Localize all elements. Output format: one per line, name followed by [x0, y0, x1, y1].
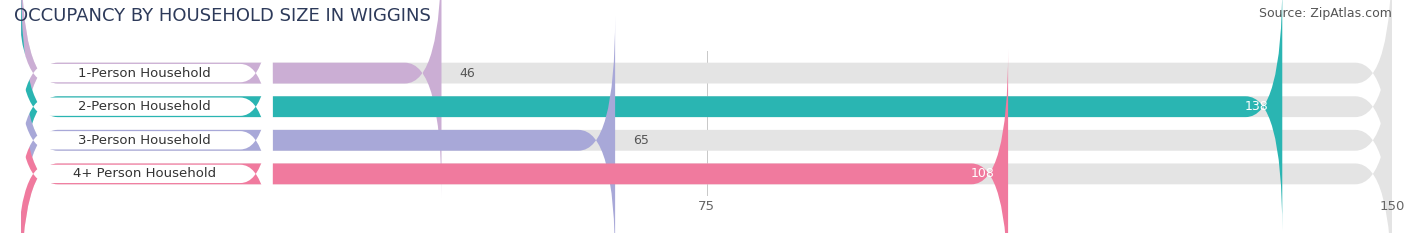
- FancyBboxPatch shape: [21, 0, 1392, 197]
- FancyBboxPatch shape: [21, 50, 1392, 233]
- FancyBboxPatch shape: [21, 16, 616, 233]
- FancyBboxPatch shape: [21, 0, 1282, 231]
- Text: OCCUPANCY BY HOUSEHOLD SIZE IN WIGGINS: OCCUPANCY BY HOUSEHOLD SIZE IN WIGGINS: [14, 7, 430, 25]
- Text: 65: 65: [634, 134, 650, 147]
- FancyBboxPatch shape: [17, 65, 273, 233]
- FancyBboxPatch shape: [17, 0, 273, 182]
- FancyBboxPatch shape: [21, 0, 1392, 231]
- Text: 108: 108: [970, 167, 994, 180]
- Text: 138: 138: [1244, 100, 1268, 113]
- Text: Source: ZipAtlas.com: Source: ZipAtlas.com: [1258, 7, 1392, 20]
- FancyBboxPatch shape: [21, 50, 1008, 233]
- Text: 4+ Person Household: 4+ Person Household: [73, 167, 217, 180]
- Text: 46: 46: [460, 67, 475, 80]
- Text: 1-Person Household: 1-Person Household: [79, 67, 211, 80]
- FancyBboxPatch shape: [17, 0, 273, 215]
- FancyBboxPatch shape: [21, 16, 1392, 233]
- Text: 2-Person Household: 2-Person Household: [79, 100, 211, 113]
- FancyBboxPatch shape: [17, 32, 273, 233]
- Text: 3-Person Household: 3-Person Household: [79, 134, 211, 147]
- FancyBboxPatch shape: [21, 0, 441, 197]
